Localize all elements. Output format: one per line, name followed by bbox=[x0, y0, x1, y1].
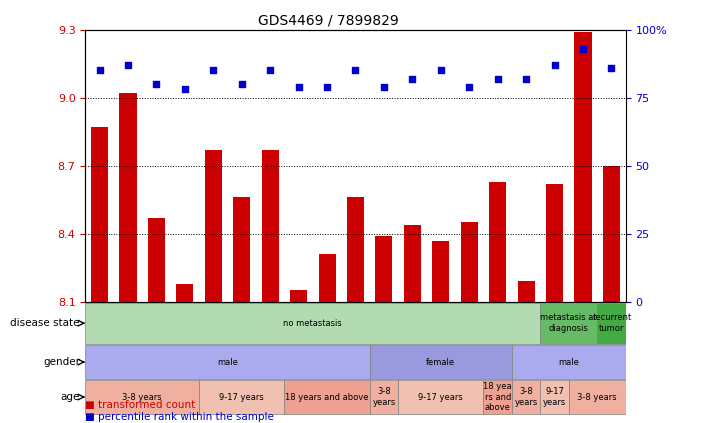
Bar bbox=[284, 380, 370, 414]
Text: 3-8 years: 3-8 years bbox=[577, 393, 617, 401]
Text: 3-8
years: 3-8 years bbox=[373, 387, 395, 407]
Point bbox=[264, 67, 276, 74]
Point bbox=[606, 64, 617, 71]
Bar bbox=[85, 302, 540, 344]
Bar bbox=[370, 380, 398, 414]
Bar bbox=[489, 181, 506, 302]
Bar bbox=[398, 380, 483, 414]
Bar bbox=[233, 198, 250, 302]
Point bbox=[236, 81, 247, 88]
Text: male: male bbox=[217, 357, 238, 367]
Point bbox=[179, 86, 191, 93]
Bar bbox=[546, 184, 563, 302]
Text: no metastasis: no metastasis bbox=[284, 319, 342, 328]
Point bbox=[151, 81, 162, 88]
Bar bbox=[290, 291, 307, 302]
Point bbox=[94, 67, 105, 74]
Point bbox=[321, 83, 333, 90]
Bar bbox=[85, 380, 199, 414]
Text: 9-17 years: 9-17 years bbox=[419, 393, 463, 401]
Text: ■ transformed count: ■ transformed count bbox=[85, 400, 196, 410]
Bar bbox=[518, 281, 535, 302]
Text: 3-8
years: 3-8 years bbox=[515, 387, 538, 407]
Point bbox=[520, 75, 532, 82]
Point bbox=[435, 67, 447, 74]
Bar bbox=[483, 380, 512, 414]
Point bbox=[293, 83, 304, 90]
Text: metastasis at
diagnosis: metastasis at diagnosis bbox=[540, 313, 597, 333]
Bar bbox=[370, 345, 512, 379]
Bar bbox=[262, 150, 279, 302]
Bar bbox=[119, 93, 137, 302]
Text: 18 years and above: 18 years and above bbox=[285, 393, 369, 401]
Bar bbox=[148, 218, 165, 302]
Point bbox=[122, 62, 134, 69]
Bar bbox=[603, 166, 620, 302]
Bar bbox=[461, 222, 478, 302]
Bar bbox=[85, 345, 370, 379]
Text: 18 yea
rs and
above: 18 yea rs and above bbox=[483, 382, 512, 412]
Text: age: age bbox=[60, 392, 80, 402]
Bar bbox=[176, 284, 193, 302]
Bar bbox=[512, 345, 626, 379]
Bar bbox=[347, 198, 364, 302]
Text: female: female bbox=[427, 357, 455, 367]
Text: recurrent
tumor: recurrent tumor bbox=[592, 313, 631, 333]
Bar bbox=[597, 302, 626, 344]
Point bbox=[577, 45, 589, 52]
Bar bbox=[540, 380, 569, 414]
Title: GDS4469 / 7899829: GDS4469 / 7899829 bbox=[258, 13, 399, 27]
Bar bbox=[205, 150, 222, 302]
Text: ■ percentile rank within the sample: ■ percentile rank within the sample bbox=[85, 412, 274, 423]
Bar bbox=[375, 236, 392, 302]
Text: disease state: disease state bbox=[11, 318, 80, 328]
Bar bbox=[319, 254, 336, 302]
Bar bbox=[199, 380, 284, 414]
Text: gender: gender bbox=[43, 357, 80, 367]
Bar bbox=[569, 380, 626, 414]
Text: 3-8 years: 3-8 years bbox=[122, 393, 162, 401]
Point bbox=[208, 67, 219, 74]
Bar bbox=[91, 127, 108, 302]
Text: 9-17 years: 9-17 years bbox=[220, 393, 264, 401]
Bar bbox=[404, 225, 421, 302]
Text: 9-17
years: 9-17 years bbox=[543, 387, 566, 407]
Bar bbox=[512, 380, 540, 414]
Bar bbox=[540, 302, 597, 344]
Point bbox=[549, 62, 560, 69]
Point bbox=[378, 83, 390, 90]
Bar bbox=[432, 241, 449, 302]
Point bbox=[407, 75, 418, 82]
Text: male: male bbox=[558, 357, 579, 367]
Point bbox=[492, 75, 503, 82]
Point bbox=[350, 67, 361, 74]
Point bbox=[464, 83, 475, 90]
Bar bbox=[574, 32, 592, 302]
